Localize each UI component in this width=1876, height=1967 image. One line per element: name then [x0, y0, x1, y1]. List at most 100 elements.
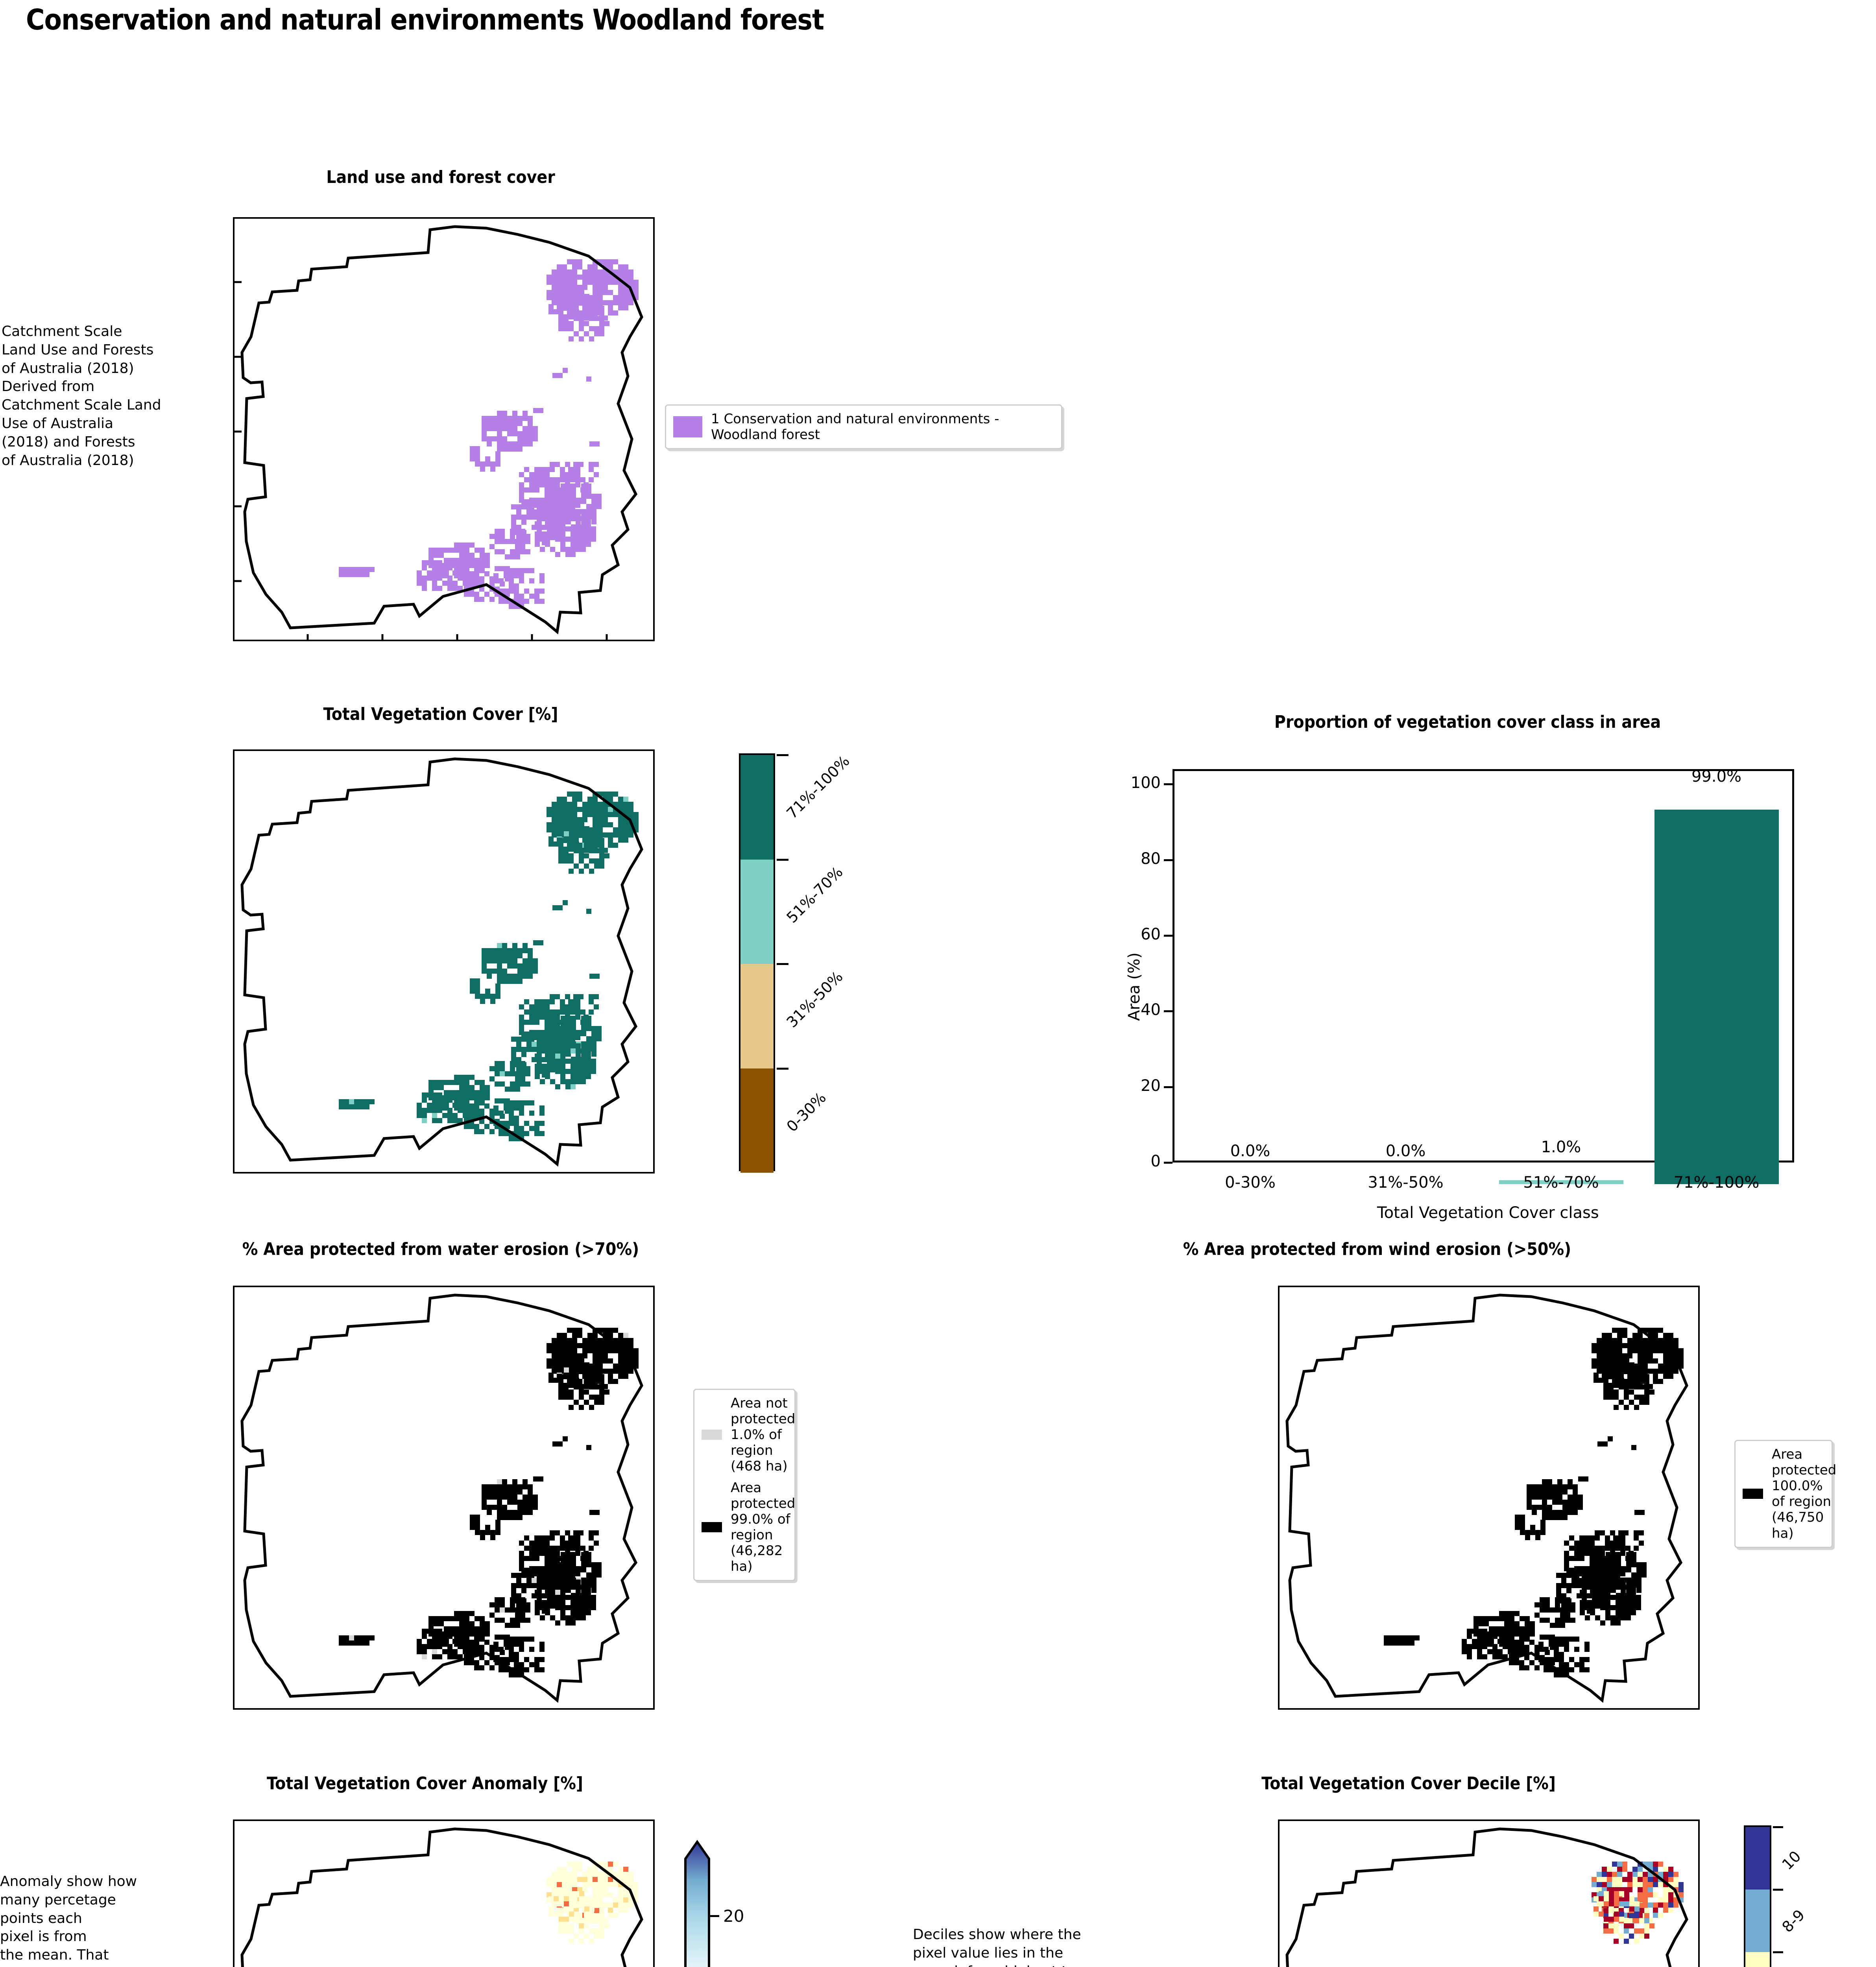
map-pixel: [633, 812, 639, 817]
map-pixel: [517, 969, 523, 974]
map-pixel: [504, 1657, 509, 1662]
map-pixel: [562, 264, 567, 269]
map-pixel: [589, 1546, 594, 1551]
map-pixel: [1504, 1616, 1509, 1621]
landuse-legend[interactable]: 1 Conservation and natural environments …: [665, 404, 1062, 450]
map-pixel: [1668, 1338, 1673, 1343]
map-pixel: [550, 999, 555, 1004]
decile-map[interactable]: [1278, 1819, 1700, 1967]
map-pixel: [550, 489, 556, 494]
map-pixel: [613, 259, 618, 264]
map-pixel: [1571, 1578, 1577, 1583]
map-pixel: [613, 827, 618, 832]
map-pixel: [586, 1595, 591, 1600]
map-pixel: [1562, 1484, 1568, 1489]
water-erosion-legend[interactable]: Area not protected 1.0% of region (468 h…: [693, 1389, 796, 1581]
map-pixel: [469, 1109, 474, 1114]
map-pixel: [623, 1892, 628, 1897]
map-pixel: [427, 560, 432, 565]
map-pixel: [1673, 1882, 1678, 1887]
map-pixel: [502, 979, 507, 984]
map-pixel: [603, 275, 608, 280]
map-pixel: [432, 1644, 437, 1649]
map-pixel: [1519, 1665, 1524, 1670]
map-pixel: [577, 1333, 582, 1338]
map-pixel: [499, 1131, 504, 1136]
map-pixel: [1547, 1484, 1552, 1489]
water-erosion-map[interactable]: [233, 1286, 655, 1710]
anomaly-colorbar[interactable]: 20100-10-20: [669, 1825, 799, 1967]
map-pixel: [1540, 1597, 1545, 1602]
map-pixel: [444, 1090, 449, 1095]
map-pixel: [507, 1510, 512, 1515]
map-pixel: [1648, 1353, 1653, 1358]
map-pixel: [505, 1071, 510, 1076]
map-pixel: [593, 1343, 598, 1348]
map-pixel: [1590, 1551, 1595, 1556]
map-pixel: [552, 1882, 557, 1887]
map-pixel: [565, 1043, 571, 1048]
map-pixel: [459, 1085, 464, 1090]
vegcover-colorbar[interactable]: 0-30% 31%-50% 51%-70% 71%-100%: [739, 752, 853, 1173]
map-pixel: [475, 456, 480, 461]
anomaly-map[interactable]: [233, 1819, 655, 1967]
map-pixel: [504, 599, 509, 604]
landuse-map[interactable]: [233, 217, 655, 641]
map-pixel: [613, 802, 618, 807]
map-pixel: [589, 1367, 595, 1373]
map-pixel: [509, 1652, 514, 1657]
map-pixel: [1514, 1640, 1519, 1645]
map-pixel: [560, 1590, 565, 1595]
map-pixel: [1663, 1338, 1668, 1343]
map-pixel: [444, 548, 449, 553]
map-pixel: [599, 1908, 604, 1913]
map-pixel: [492, 426, 497, 431]
map-pixel: [1482, 1654, 1487, 1659]
map-pixel: [1663, 1897, 1668, 1902]
map-pixel: [1663, 1867, 1668, 1872]
map-pixel: [1552, 1510, 1557, 1515]
map-pixel: [1600, 1556, 1605, 1561]
wind-erosion-map[interactable]: [1278, 1286, 1700, 1710]
map-pixel: [464, 553, 469, 558]
wind-erosion-legend[interactable]: Area protected 100.0% of region (46,750 …: [1734, 1440, 1836, 1548]
map-pixel: [519, 1556, 524, 1561]
map-pixel: [1604, 1896, 1609, 1901]
map-pixel: [500, 1618, 505, 1623]
map-pixel: [564, 831, 569, 836]
map-pixel: [442, 565, 447, 570]
map-pixel: [1520, 1530, 1525, 1535]
map-pixel: [582, 1887, 587, 1892]
map-pixel: [459, 1621, 464, 1626]
map-pixel: [482, 1489, 487, 1495]
map-pixel: [555, 552, 560, 557]
vegcover-map[interactable]: [233, 749, 655, 1174]
map-pixel: [598, 295, 603, 300]
map-pixel: [577, 1867, 582, 1872]
map-pixel: [487, 1510, 492, 1515]
map-pixel: [603, 300, 608, 305]
map-pixel: [596, 1567, 602, 1572]
map-pixel: [1473, 1621, 1479, 1626]
map-pixel: [1653, 1892, 1658, 1897]
map-pixel: [555, 1585, 560, 1590]
map-pixel: [608, 838, 613, 843]
map-pixel: [1564, 1556, 1569, 1561]
map-pixel: [515, 539, 520, 544]
map-pixel: [354, 572, 359, 577]
colorbar-tick: [777, 1067, 788, 1070]
map-pixel: [533, 436, 538, 441]
map-pixel: [417, 576, 422, 581]
vegclass-bar-chart[interactable]: 0 20 40 60 80 100 0.0% 0.0% 1.0% 99.0% 0-30% 31%-…: [1125, 768, 1794, 1222]
map-pixel: [1622, 1333, 1627, 1338]
map-pixel: [576, 1600, 581, 1605]
map-pixel: [1394, 1640, 1399, 1646]
map-pixel: [579, 1896, 584, 1901]
map-pixel: [1644, 1389, 1649, 1395]
map-pixel: [603, 792, 608, 797]
map-pixel: [1582, 1578, 1587, 1583]
map-pixel: [502, 436, 507, 441]
map-pixel: [1552, 1495, 1557, 1500]
map-pixel: [437, 576, 442, 581]
map-pixel: [1626, 1605, 1631, 1610]
